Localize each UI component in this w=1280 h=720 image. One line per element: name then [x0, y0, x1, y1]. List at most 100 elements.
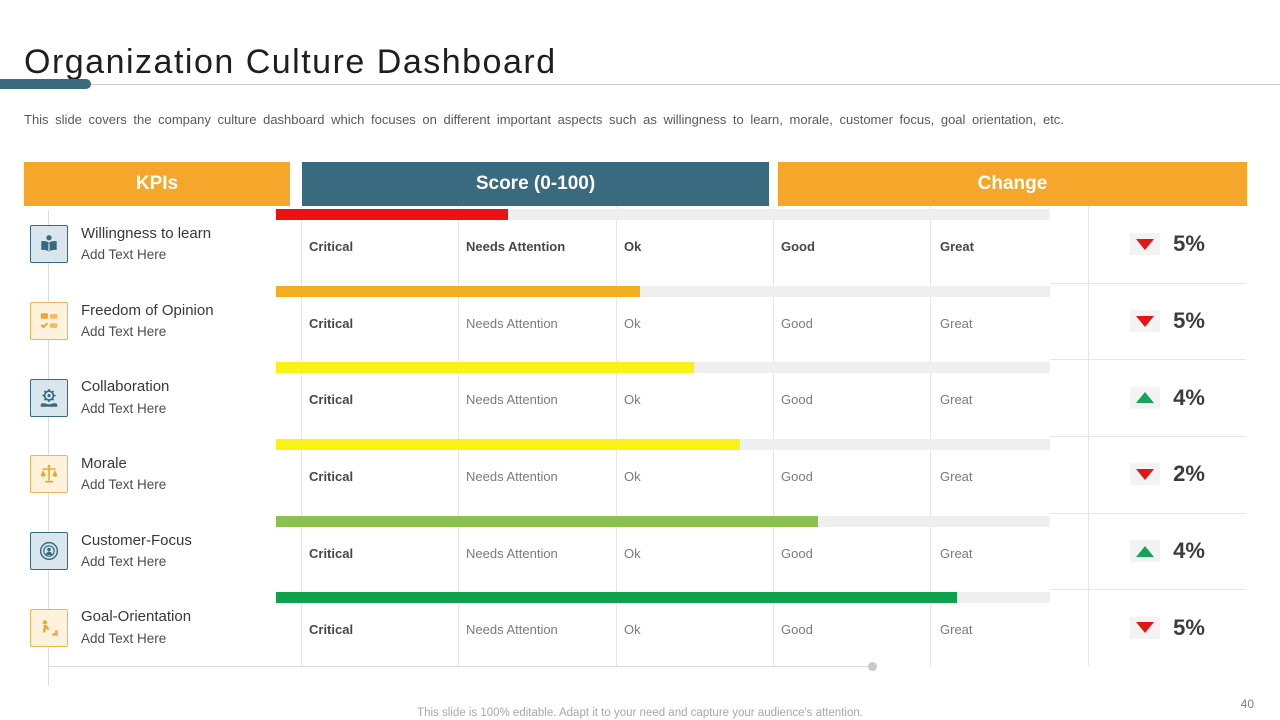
kpi-cell: Morale Add Text Here [30, 436, 166, 513]
kpi-text: Freedom of Opinion Add Text Here [81, 300, 214, 343]
scale-labels: Critical Needs Attention Ok Good Great [276, 392, 1050, 412]
change-value: 5% [1173, 231, 1205, 257]
table-bottom-line [48, 666, 872, 667]
score-bar-fill [276, 439, 741, 451]
kpi-cell: Willingness to learn Add Text Here [30, 206, 211, 283]
change-value: 2% [1173, 461, 1205, 487]
score-bar-track [276, 439, 1050, 451]
scale-label-ok: Ok [624, 545, 641, 561]
line-end-dot [868, 662, 877, 671]
kpi-cell: Goal-Orientation Add Text Here [30, 589, 191, 666]
scale-labels: Critical Needs Attention Ok Good Great [276, 316, 1050, 336]
scale-label-good: Good [781, 315, 813, 331]
down-arrow-icon [1136, 315, 1155, 327]
score-bar-fill [276, 362, 694, 374]
down-arrow-icon [1136, 622, 1155, 634]
column-gridline [930, 206, 931, 666]
kpi-name: Collaboration [81, 378, 170, 396]
kpi-name: Goal-Orientation [81, 608, 192, 626]
kpi-row: Morale Add Text Here Critical Needs Atten… [0, 436, 1280, 513]
score-bar-fill [276, 592, 958, 604]
kpi-placeholder-text[interactable]: Add Text Here [81, 477, 167, 493]
kpi-placeholder-text[interactable]: Add Text Here [81, 630, 167, 646]
kpi-placeholder-text[interactable]: Add Text Here [81, 400, 167, 416]
scale-label-needs-attention: Needs Attention [466, 622, 558, 638]
scale-label-good: Good [781, 545, 813, 561]
slide-description: This slide covers the company culture da… [24, 112, 1064, 127]
scale-labels: Critical Needs Attention Ok Good Great [276, 622, 1050, 642]
reading-person-icon [30, 225, 68, 264]
up-arrow-icon [1136, 392, 1155, 404]
page-title: Organization Culture Dashboard [24, 42, 557, 81]
scale-labels: Critical Needs Attention Ok Good Great [276, 546, 1050, 566]
scale-label-critical: Critical [309, 622, 354, 638]
kpi-placeholder-text[interactable]: Add Text Here [81, 324, 167, 340]
kpi-placeholder-text[interactable]: Add Text Here [81, 554, 167, 570]
kpi-name: Morale [81, 454, 127, 472]
scale-label-ok: Ok [624, 315, 641, 331]
dashboard-table: Willingness to learn Add Text Here Criti… [0, 206, 1280, 666]
header-score: Score (0-100) [302, 162, 769, 206]
header-change: Change [778, 162, 1247, 206]
change-arrow-box [1130, 310, 1161, 332]
kpi-row: Willingness to learn Add Text Here Criti… [0, 206, 1280, 283]
scale-label-great: Great [940, 239, 974, 254]
scale-labels: Critical Needs Attention Ok Good Great [276, 469, 1050, 489]
scale-label-good: Good [781, 622, 813, 638]
column-gridline [773, 206, 774, 666]
morale-scales-icon [30, 455, 68, 494]
down-arrow-icon [1136, 468, 1155, 480]
scale-label-needs-attention: Needs Attention [466, 392, 558, 408]
score-bar-fill [276, 209, 509, 220]
column-gridline [301, 206, 302, 666]
change-arrow-box [1130, 463, 1161, 486]
footer-note: This slide is 100% editable. Adapt it to… [417, 706, 863, 719]
kpi-text: Customer-Focus Add Text Here [81, 530, 192, 573]
kpi-name: Freedom of Opinion [81, 301, 214, 319]
scale-label-good: Good [781, 392, 813, 408]
kpi-name: Customer-Focus [81, 531, 192, 549]
change-value: 5% [1173, 308, 1205, 333]
change-cell: 5% [1088, 283, 1247, 360]
column-gridline [1088, 206, 1089, 666]
scale-label-great: Great [940, 469, 973, 485]
scale-label-needs-attention: Needs Attention [466, 545, 558, 561]
score-bar-track [276, 592, 1050, 604]
scale-label-ok: Ok [624, 469, 641, 485]
scale-label-needs-attention: Needs Attention [466, 315, 558, 331]
kpi-row: Customer-Focus Add Text Here Critical Nee… [0, 512, 1280, 590]
scale-label-good: Good [781, 239, 815, 254]
scale-label-great: Great [940, 315, 973, 331]
kpi-text: Goal-Orientation Add Text Here [81, 606, 191, 649]
header-kpis: KPIs [24, 162, 290, 206]
scale-label-critical: Critical [309, 239, 354, 254]
change-cell: 2% [1088, 436, 1247, 513]
scale-label-good: Good [781, 469, 813, 485]
up-arrow-icon [1136, 545, 1155, 557]
scale-label-critical: Critical [309, 545, 354, 561]
change-arrow-box [1130, 540, 1161, 563]
score-bar-track [276, 209, 1050, 220]
scale-label-critical: Critical [309, 315, 354, 331]
kpi-text: Morale Add Text Here [81, 453, 166, 496]
page-number: 40 [1240, 697, 1254, 711]
change-cell: 5% [1088, 206, 1247, 283]
kpi-row: Collaboration Add Text Here Critical Need… [0, 359, 1280, 436]
column-gridline [458, 206, 459, 666]
kpi-text: Collaboration Add Text Here [81, 376, 169, 419]
kpi-cell: Customer-Focus Add Text Here [30, 513, 192, 590]
scale-labels: Critical Needs Attention Ok Good Great [276, 239, 1050, 259]
change-value: 4% [1173, 384, 1205, 410]
scale-label-ok: Ok [624, 392, 641, 408]
title-accent-bar [0, 79, 91, 89]
scale-label-critical: Critical [309, 392, 354, 408]
kpi-name: Willingness to learn [81, 224, 212, 242]
score-bar-track [276, 285, 1050, 297]
scale-label-great: Great [940, 622, 973, 638]
scale-label-needs-attention: Needs Attention [466, 239, 566, 254]
goal-stairs-icon [30, 608, 68, 647]
kpi-placeholder-text[interactable]: Add Text Here [81, 247, 167, 263]
score-bar-track [276, 515, 1050, 527]
kpi-text: Willingness to learn Add Text Here [81, 223, 211, 266]
down-arrow-icon [1136, 238, 1155, 250]
